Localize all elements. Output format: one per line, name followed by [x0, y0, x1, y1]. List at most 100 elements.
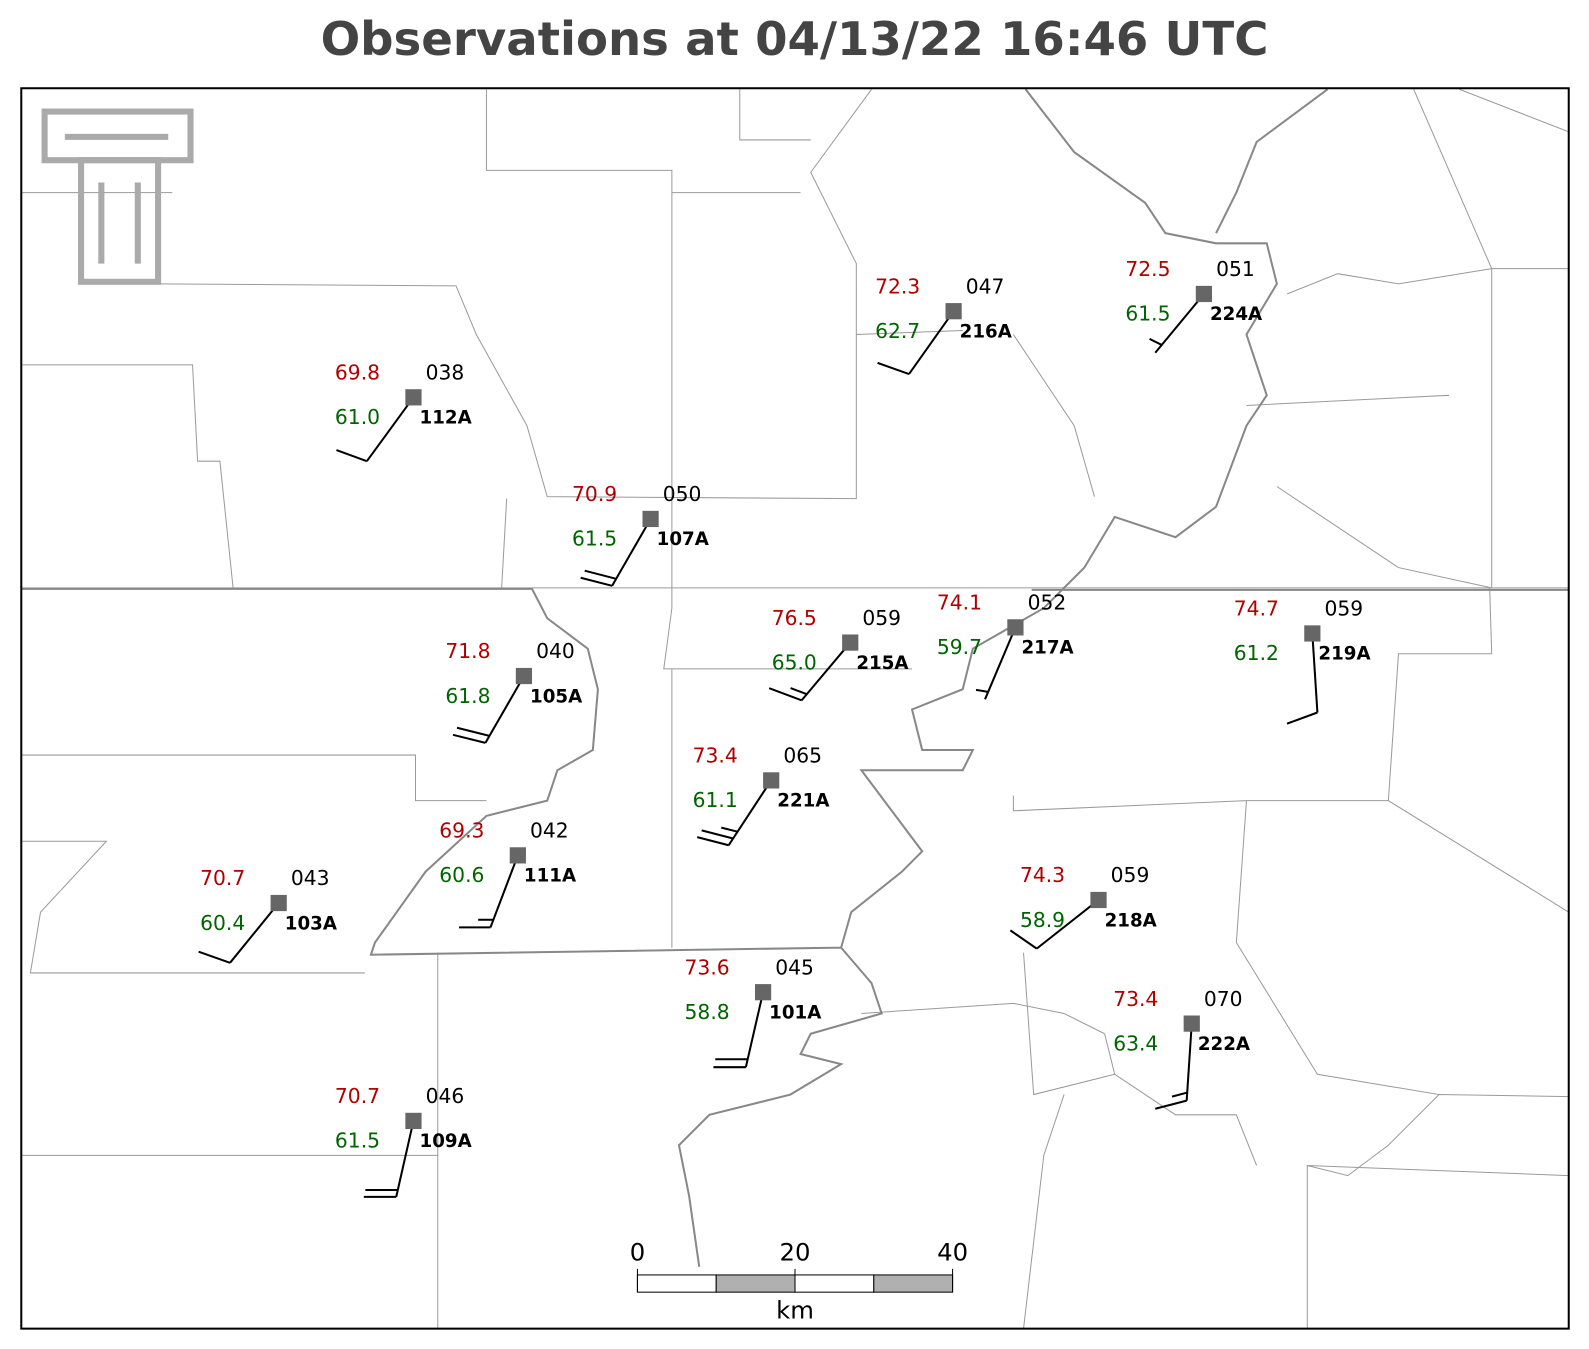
- wind-barb: [877, 361, 910, 375]
- dewpoint: 63.4: [1113, 1031, 1158, 1055]
- wind-shaft: [984, 626, 1017, 700]
- wind-shaft: [611, 518, 652, 587]
- wind-barb: [584, 569, 617, 580]
- station-id: 219A: [1318, 644, 1371, 665]
- pressure: 059: [1325, 597, 1364, 621]
- temperature: 72.3: [875, 274, 920, 298]
- temperature: 74.3: [1020, 863, 1065, 887]
- stations: 69.8 038 61.0 112A 70.9 050 61.5 107A 72.3 047 62.…: [198, 257, 1371, 1198]
- dewpoint: 58.9: [1020, 908, 1065, 932]
- temperature: 73.6: [685, 955, 730, 979]
- temperature: 69.3: [439, 819, 484, 843]
- pressure: 051: [1216, 257, 1255, 281]
- wind-barb: [721, 826, 738, 833]
- wind-shaft: [1185, 1023, 1193, 1101]
- dewpoint: 61.5: [572, 527, 617, 551]
- map-title: Observations at 04/13/22 16:46 UTC: [321, 12, 1269, 66]
- station-marker: [763, 772, 780, 789]
- wind-shaft: [395, 1120, 415, 1198]
- scale-unit: km: [776, 1295, 814, 1324]
- wind-barb: [452, 733, 486, 744]
- temperature: 70.7: [335, 1084, 380, 1108]
- dewpoint: 58.8: [685, 1000, 730, 1024]
- station-id: 218A: [1105, 910, 1158, 931]
- pressure: 043: [291, 866, 330, 890]
- scale-segment: [873, 1274, 954, 1293]
- wind-shaft: [1154, 293, 1205, 354]
- dewpoint: 61.2: [1234, 641, 1279, 665]
- station-id: 221A: [777, 791, 830, 812]
- wind-shaft: [366, 396, 415, 462]
- station-marker: [1007, 619, 1024, 636]
- wind-shaft: [1036, 899, 1100, 950]
- station-id: 107A: [657, 529, 710, 550]
- wind-barb: [1286, 711, 1318, 725]
- wind-barb: [1009, 929, 1038, 950]
- dewpoint: 61.8: [445, 684, 490, 708]
- station-id: 103A: [285, 913, 338, 934]
- dewpoint: 65.0: [772, 650, 817, 674]
- map-frame: [20, 87, 1570, 1330]
- temperature: 76.5: [772, 606, 817, 630]
- dewpoint: 61.5: [1125, 302, 1170, 326]
- wind-barb: [1171, 1091, 1188, 1098]
- wind-shaft: [489, 855, 519, 928]
- station-marker: [509, 847, 526, 864]
- temperature: 72.5: [1125, 257, 1170, 281]
- wind-barb: [456, 726, 490, 737]
- pressure: 047: [966, 274, 1005, 298]
- wind-shaft: [800, 641, 852, 701]
- wind-shaft: [229, 902, 280, 964]
- wind-barb: [1155, 1099, 1187, 1110]
- pressure: 070: [1204, 987, 1243, 1011]
- wind-barb: [701, 829, 734, 840]
- scale-bar: 0 20 40 km: [630, 1238, 968, 1325]
- boundaries: [21, 88, 1569, 1329]
- temperature: 69.8: [335, 361, 380, 385]
- station-id: 109A: [420, 1131, 473, 1152]
- station-id: 101A: [769, 1002, 822, 1023]
- station-id: 215A: [856, 653, 909, 674]
- logo: [41, 108, 194, 285]
- pressure: 059: [1111, 863, 1150, 887]
- station-marker: [945, 303, 962, 320]
- wind-shaft: [727, 779, 773, 846]
- dewpoint: 62.7: [875, 319, 920, 343]
- station-marker: [642, 510, 659, 528]
- station-id: 217A: [1022, 638, 1075, 659]
- dewpoint: 60.4: [200, 911, 245, 935]
- wind-barb: [768, 687, 802, 702]
- pressure: 046: [426, 1084, 465, 1108]
- station-marker: [754, 984, 772, 1001]
- wind-barb: [790, 687, 808, 696]
- dewpoint: 60.6: [439, 863, 484, 887]
- station-id: 111A: [524, 866, 577, 887]
- station-id: 216A: [960, 321, 1013, 342]
- station-marker: [515, 667, 533, 685]
- station-marker: [1090, 891, 1107, 909]
- pressure: 040: [536, 639, 575, 663]
- scale-segment: [794, 1274, 875, 1293]
- wind-barb: [696, 836, 729, 847]
- dewpoint: 61.5: [335, 1129, 380, 1153]
- station-id: 105A: [530, 686, 583, 707]
- scale-segment: [715, 1274, 796, 1293]
- wind-shaft: [484, 675, 525, 744]
- pressure: 059: [862, 606, 901, 630]
- wind-barb: [336, 449, 368, 463]
- station-id: 224A: [1210, 304, 1263, 325]
- station-marker: [1195, 285, 1213, 303]
- dewpoint: 61.1: [693, 788, 738, 812]
- pressure: 042: [530, 819, 569, 843]
- station-id: 222A: [1198, 1034, 1251, 1055]
- dewpoint: 61.0: [335, 405, 380, 429]
- scale-label: 0: [630, 1238, 645, 1267]
- station-id: 112A: [420, 408, 473, 429]
- station-marker: [405, 1112, 422, 1130]
- pressure: 052: [1028, 591, 1067, 615]
- scale-label: 20: [780, 1238, 811, 1267]
- wind-barb: [975, 688, 989, 693]
- temperature: 70.9: [572, 482, 617, 506]
- pressure: 050: [663, 482, 702, 506]
